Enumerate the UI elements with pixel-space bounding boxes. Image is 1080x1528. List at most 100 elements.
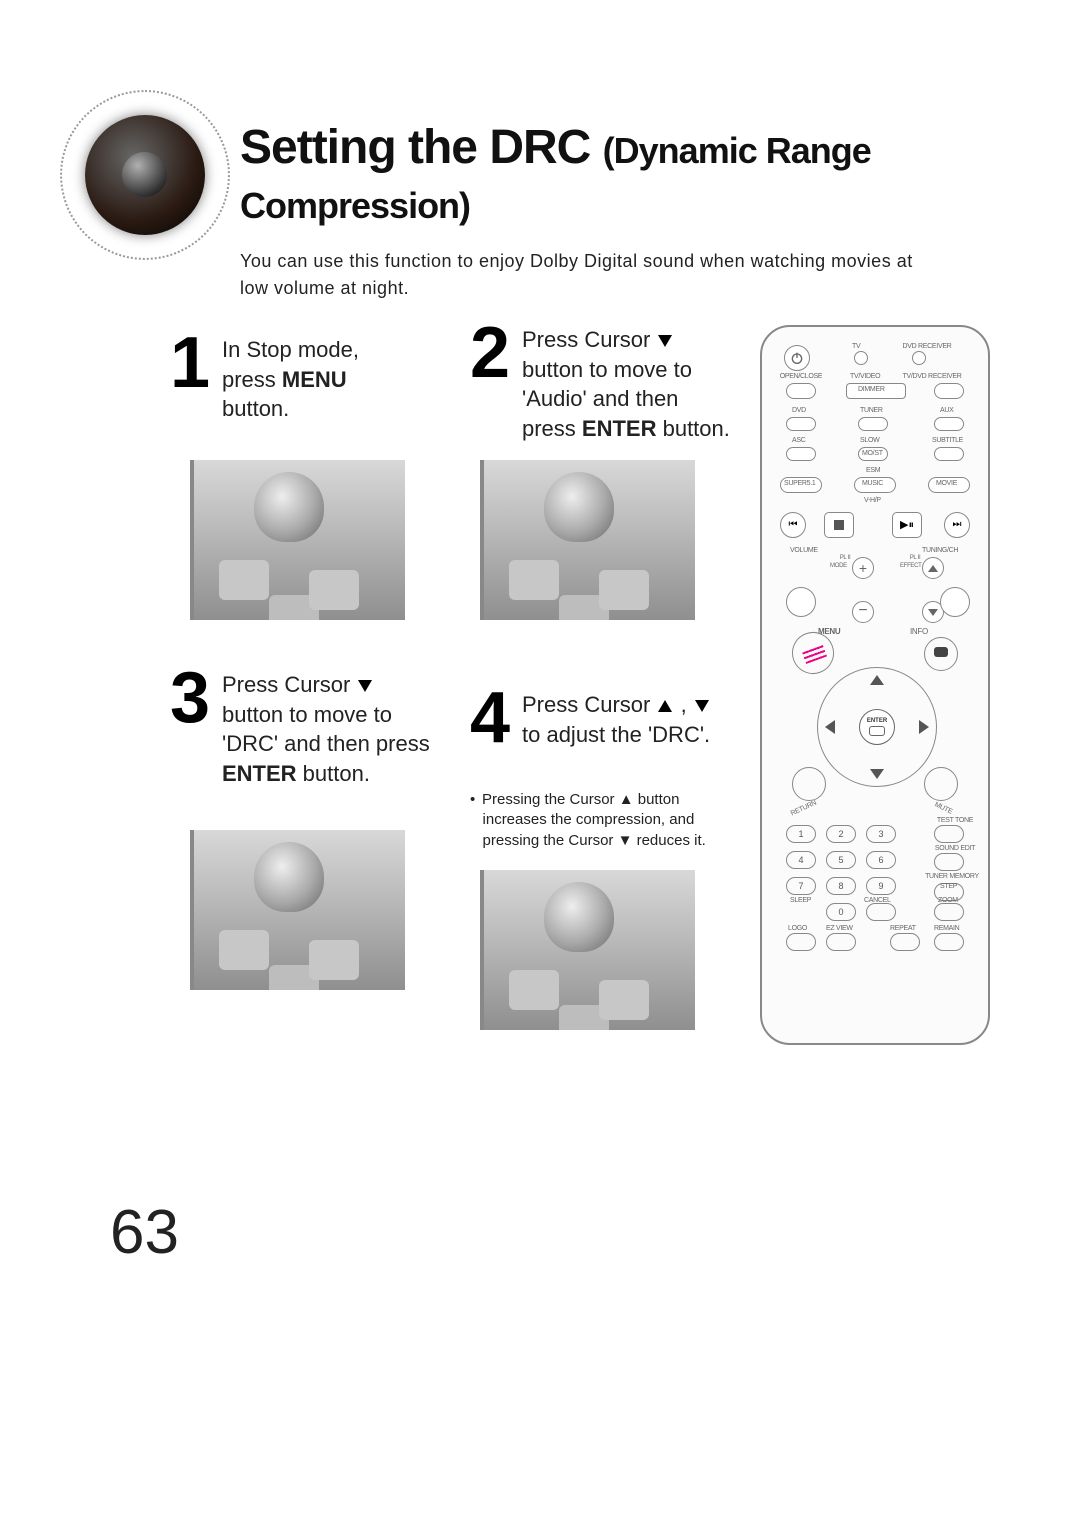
step-4-note: •Pressing the Cursor ▲ button increases … <box>470 790 740 851</box>
step-1-l1: In Stop mode, <box>222 337 359 362</box>
cancel-button <box>866 903 896 921</box>
vol-down-button: − <box>852 601 874 623</box>
step-label: STEP <box>940 883 957 890</box>
step-1-text: In Stop mode, press MENU button. <box>222 335 465 424</box>
openclose-label: OPEN/CLOSE <box>776 373 826 380</box>
remote-control-diagram: TV DVD RECEIVER OPEN/CLOSE TV/VIDEO TV/D… <box>760 325 990 1045</box>
remain-label: REMAIN <box>934 925 959 932</box>
step-3-number: 3 <box>170 662 210 734</box>
ezview-label: EZ VIEW <box>826 925 853 932</box>
step-1: 1 In Stop mode, press MENU button. <box>170 335 465 424</box>
step-3-l3: 'DRC' and then press <box>222 731 430 756</box>
step-4-number: 4 <box>470 682 510 754</box>
step-4-l2: to adjust the 'DRC'. <box>522 722 710 747</box>
subtitle-label: SUBTITLE <box>932 437 963 444</box>
tvvideo-label: TV/VIDEO <box>850 373 880 380</box>
tv-screenshot-4 <box>480 870 695 1030</box>
vol-up-button: + <box>852 557 874 579</box>
most-label: MO/ST <box>862 450 883 457</box>
footer-band <box>0 1308 1080 1528</box>
dpad-left-icon <box>825 720 835 734</box>
step-4-text: Press Cursor , to adjust the 'DRC'. <box>522 690 765 749</box>
step-3-text: Press Cursor button to move to 'DRC' and… <box>222 670 465 789</box>
asc-button <box>786 447 816 461</box>
soundedit-button <box>934 853 964 871</box>
step-3-l1: Press Cursor <box>222 672 350 697</box>
step-2-l4a: press <box>522 416 582 441</box>
mute-label: MUTE <box>933 801 953 815</box>
openclose-button <box>786 383 816 399</box>
step-1-l3: button. <box>222 396 289 421</box>
repeat-label: REPEAT <box>890 925 916 932</box>
play-pause-button: ▶⏸ <box>892 512 922 538</box>
step-4-l1: Press Cursor <box>522 692 656 717</box>
num-8: 8 <box>826 877 856 895</box>
tv-screenshot-1 <box>190 460 405 620</box>
num-0: 0 <box>826 903 856 921</box>
cursor-up-icon <box>658 700 672 712</box>
logo-button <box>786 933 816 951</box>
num-6: 6 <box>866 851 896 869</box>
info-label: INFO <box>910 627 928 636</box>
cursor-down-icon <box>695 700 709 712</box>
aux-label: AUX <box>940 407 954 414</box>
tvdvd-button <box>934 383 964 399</box>
remain-button <box>934 933 964 951</box>
music-label: MUSIC <box>862 480 883 487</box>
super5-label: SUPER5.1 <box>784 480 815 487</box>
num-7: 7 <box>786 877 816 895</box>
slow-label: SLOW <box>860 437 879 444</box>
dpad-up-icon <box>870 675 884 685</box>
cursor-down-icon <box>358 680 372 692</box>
next-button: ⏭ <box>944 512 970 538</box>
step-2: 2 Press Cursor button to move to 'Audio'… <box>470 325 765 444</box>
step-2-l4c: button. <box>656 416 729 441</box>
pl-effect-button <box>940 587 970 617</box>
intro-line2: low volume at night. <box>240 278 409 298</box>
note-l2: increases the compression, and <box>483 811 695 828</box>
repeat-button <box>890 933 920 951</box>
num-9: 9 <box>866 877 896 895</box>
testtone-button <box>934 825 964 843</box>
enter-button: ENTER <box>859 709 895 745</box>
testtone-label: TEST TONE <box>930 817 980 824</box>
volume-label: VOLUME <box>790 547 818 554</box>
tune-up-button <box>922 557 944 579</box>
step-4: 4 Press Cursor , to adjust the 'DRC'. <box>470 690 765 749</box>
ezview-button <box>826 933 856 951</box>
return-label: RETURN <box>790 800 818 818</box>
num-5: 5 <box>826 851 856 869</box>
zoom-button <box>934 903 964 921</box>
step-2-l3: 'Audio' and then <box>522 386 678 411</box>
step-3-l4a: ENTER <box>222 761 297 786</box>
logo-label: LOGO <box>788 925 807 932</box>
effect-label: EFFECT <box>900 563 922 569</box>
intro-text: You can use this function to enjoy Dolby… <box>240 248 1020 302</box>
step-1-number: 1 <box>170 327 210 399</box>
step-3-l4b: button. <box>297 761 370 786</box>
cursor-down-icon <box>658 335 672 347</box>
tv-label: TV <box>852 343 860 350</box>
step-2-text: Press Cursor button to move to 'Audio' a… <box>522 325 765 444</box>
tuning-label: TUNING/CH <box>922 547 958 554</box>
memory-label: TUNER MEMORY <box>922 873 982 880</box>
dvd-led <box>912 351 926 365</box>
step-3: 3 Press Cursor button to move to 'DRC' a… <box>170 670 465 789</box>
step-2-l4b: ENTER <box>582 416 657 441</box>
prev-button: ⏮ <box>780 512 806 538</box>
subtitle-button <box>934 447 964 461</box>
title-block: Setting the DRC (Dynamic Range Compressi… <box>240 120 1020 302</box>
pl-mode-button <box>786 587 816 617</box>
tv-screenshot-3 <box>190 830 405 990</box>
note-l1: Pressing the Cursor ▲ button <box>482 791 679 808</box>
step-1-l2b: MENU <box>282 367 347 392</box>
intro-line1: You can use this function to enjoy Dolby… <box>240 251 913 271</box>
tuner-label: TUNER <box>860 407 883 414</box>
page-number: 63 <box>110 1197 179 1268</box>
manual-page: Setting the DRC (Dynamic Range Compressi… <box>0 0 1080 1528</box>
dvd-button <box>786 417 816 431</box>
dpad-down-icon <box>870 769 884 779</box>
step-2-number: 2 <box>470 317 510 389</box>
speaker-icon <box>60 90 230 260</box>
power-button <box>784 345 810 371</box>
